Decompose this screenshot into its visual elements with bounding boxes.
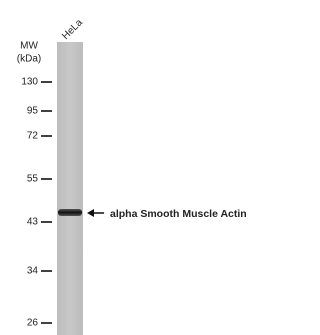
lane: [57, 42, 83, 335]
marker-label: 130: [21, 77, 38, 88]
unit-label: MW: [20, 41, 38, 52]
band: [58, 209, 82, 216]
lane-label: HeLa: [60, 17, 85, 42]
band-label: alpha Smooth Muscle Actin: [110, 208, 247, 220]
unit-label: (kDa): [17, 54, 41, 65]
marker-label: 34: [27, 266, 39, 277]
marker-label: 95: [27, 106, 39, 117]
markers: 130 95 72 55 43 34 26: [21, 77, 52, 329]
marker-label: 26: [27, 318, 39, 329]
western-blot: MW (kDa) HeLa alpha Smooth Muscle Actin …: [0, 0, 284, 335]
marker-label: 43: [27, 217, 39, 228]
marker-label: 72: [27, 131, 39, 142]
marker-label: 55: [27, 174, 39, 185]
arrow-head: [87, 209, 94, 217]
